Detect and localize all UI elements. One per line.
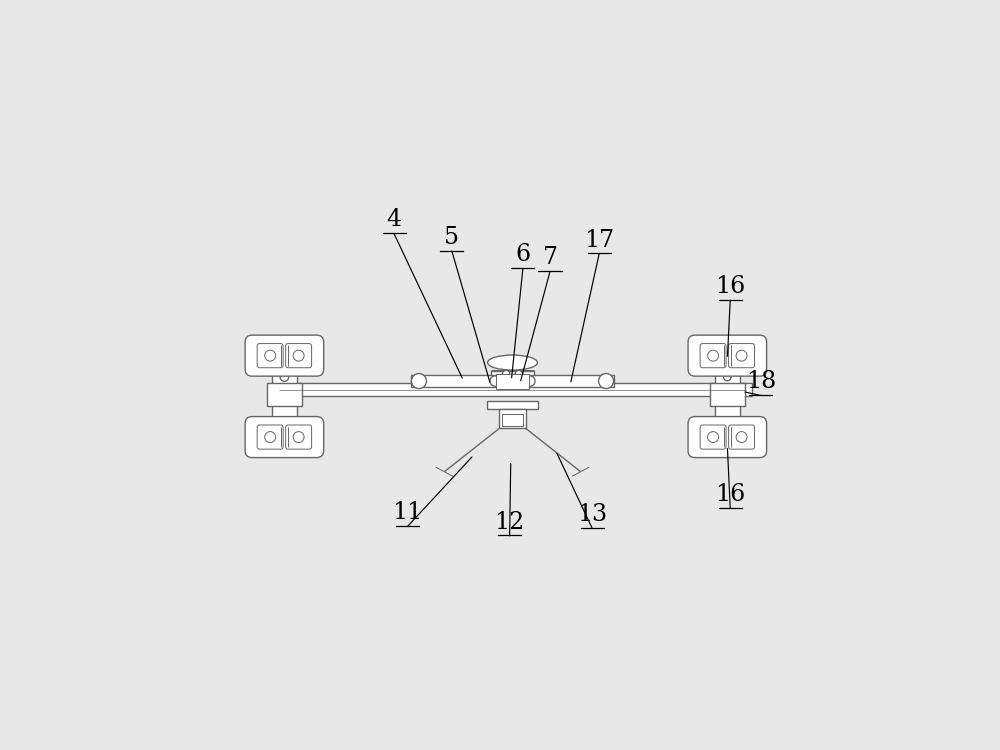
Circle shape [724,374,731,381]
FancyBboxPatch shape [729,425,755,449]
FancyBboxPatch shape [688,335,767,376]
Bar [267,383,302,406]
Circle shape [265,350,276,361]
Text: 4: 4 [387,209,402,232]
FancyBboxPatch shape [700,344,726,368]
Text: 5: 5 [444,226,459,249]
Text: 12: 12 [494,511,525,533]
FancyBboxPatch shape [245,335,324,376]
FancyBboxPatch shape [245,416,324,458]
Text: 17: 17 [584,229,614,252]
Bar [502,414,523,425]
Circle shape [708,431,719,442]
Ellipse shape [488,355,537,370]
Bar [273,383,752,396]
FancyBboxPatch shape [688,416,767,458]
Bar [491,370,534,381]
Bar [715,342,740,451]
Bar [272,342,297,451]
Circle shape [736,350,747,361]
Circle shape [490,376,500,386]
Bar [496,374,529,388]
Circle shape [736,431,747,442]
Bar [527,375,614,387]
FancyBboxPatch shape [286,344,312,368]
FancyBboxPatch shape [257,344,283,368]
Text: 18: 18 [746,370,776,393]
Bar [411,375,498,387]
Circle shape [525,376,535,386]
Circle shape [293,431,304,442]
FancyBboxPatch shape [257,425,283,449]
Text: 11: 11 [392,501,423,524]
Circle shape [293,350,304,361]
Circle shape [280,373,289,381]
Circle shape [411,374,426,388]
Text: 7: 7 [543,246,558,269]
FancyBboxPatch shape [286,425,312,449]
Bar [499,409,526,428]
Text: 16: 16 [715,275,745,298]
Circle shape [515,370,523,378]
Circle shape [708,350,719,361]
Text: 16: 16 [715,483,745,506]
Circle shape [599,374,614,388]
Bar [710,383,745,406]
Circle shape [265,431,276,442]
FancyBboxPatch shape [729,344,755,368]
FancyBboxPatch shape [700,425,726,449]
Text: 6: 6 [515,243,530,266]
Circle shape [502,370,510,378]
Text: 13: 13 [577,503,607,526]
Bar [487,400,538,409]
